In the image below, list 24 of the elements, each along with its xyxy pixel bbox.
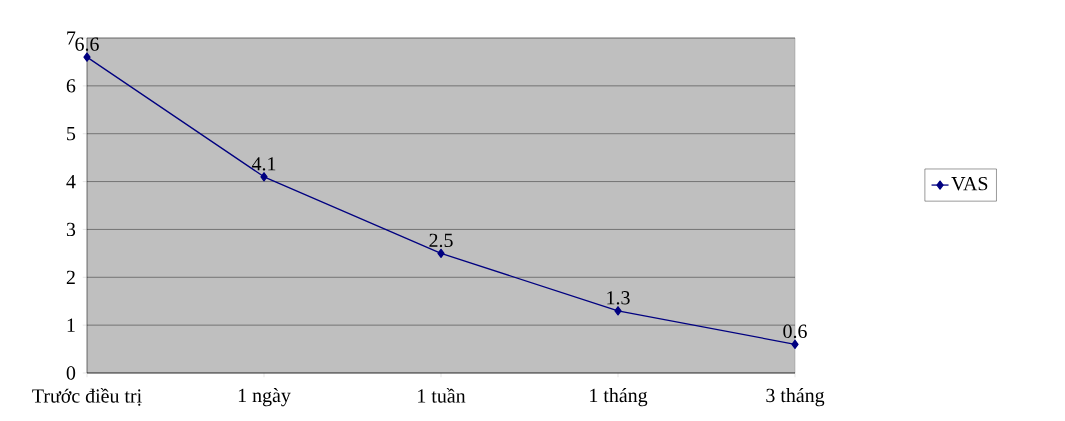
y-tick-label: 1 [67,318,75,332]
y-tick-label: 0 [66,366,76,380]
x-tick-label: 1 ngày [238,388,291,407]
data-label: 4.1 [251,157,276,171]
point [614,306,622,316]
point [791,339,799,349]
x-tick-label: 3 tháng [766,388,825,407]
point [437,248,445,258]
data-label: 2.5 [429,233,453,248]
point [260,172,268,182]
y-tick-label: 5 [67,127,76,141]
point [83,52,91,62]
x-tick-label: 1 tháng [590,388,648,407]
x-tick-label: Trước điều trị [32,388,142,406]
data-label: 1.3 [607,291,630,305]
y-tick-label: 3 [66,222,76,237]
y-tick-label: 6 [66,79,76,93]
y-tick-label: 7 [67,31,76,45]
x-tick-label: 1 tuần [418,388,466,403]
data-label: 0.6 [783,324,807,339]
data-label: 6.6 [75,37,99,51]
y-tick-label: 4 [66,175,76,189]
legend-label: VAS [951,176,988,191]
y-tick-label: 2 [66,270,75,284]
